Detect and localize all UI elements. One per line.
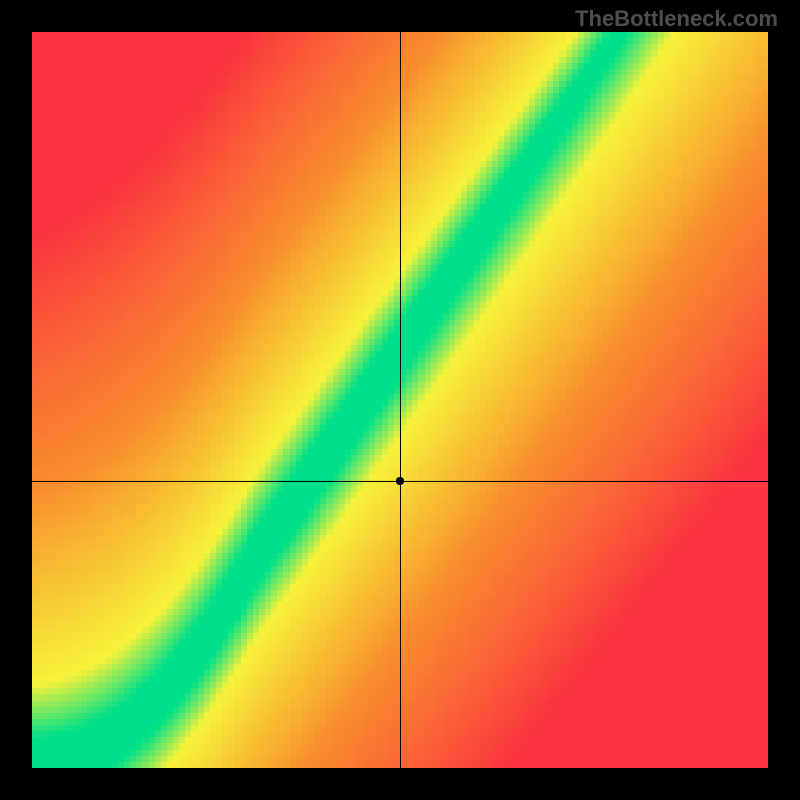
chart-container: TheBottleneck.com: [0, 0, 800, 800]
watermark-text: TheBottleneck.com: [575, 6, 778, 32]
bottleneck-heatmap: [32, 32, 768, 768]
